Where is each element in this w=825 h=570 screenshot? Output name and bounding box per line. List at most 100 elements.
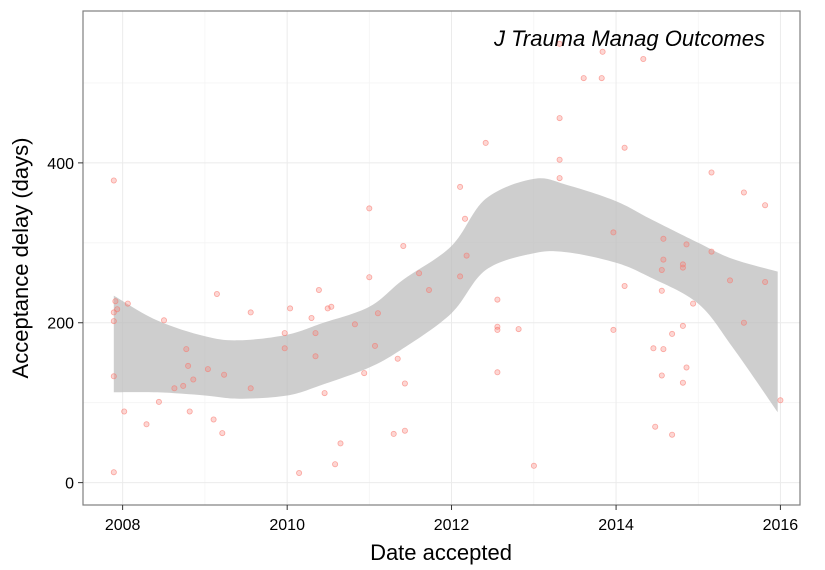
data-point xyxy=(494,323,501,330)
data-point xyxy=(708,169,715,176)
data-point xyxy=(281,345,288,352)
x-tick-label: 2010 xyxy=(269,517,305,534)
data-point xyxy=(110,318,117,325)
data-point xyxy=(658,287,665,294)
data-point xyxy=(296,469,303,476)
data-points xyxy=(110,40,784,476)
data-point xyxy=(186,408,193,415)
data-point xyxy=(400,242,407,249)
data-point xyxy=(315,286,322,293)
data-point xyxy=(361,370,368,377)
y-tick-label: 400 xyxy=(47,156,74,173)
data-point xyxy=(416,270,423,277)
data-point xyxy=(650,345,657,352)
data-point xyxy=(366,274,373,281)
data-point xyxy=(401,380,408,387)
data-point xyxy=(463,252,470,259)
data-point xyxy=(556,115,563,122)
data-point xyxy=(621,282,628,289)
data-point xyxy=(461,215,468,222)
data-point xyxy=(599,48,606,55)
data-point xyxy=(213,290,220,297)
data-point xyxy=(621,144,628,151)
data-point xyxy=(762,278,769,285)
data-point xyxy=(610,229,617,236)
data-point xyxy=(110,373,117,380)
data-point xyxy=(287,305,294,312)
data-point xyxy=(727,277,734,284)
data-point xyxy=(371,342,378,349)
data-point xyxy=(219,430,226,437)
data-point xyxy=(530,462,537,469)
data-point xyxy=(337,440,344,447)
data-point xyxy=(110,177,117,184)
x-axis-title: Date accepted xyxy=(370,540,512,565)
data-point xyxy=(683,241,690,248)
data-point xyxy=(180,382,187,389)
x-tick-label: 2016 xyxy=(763,517,799,534)
data-point xyxy=(160,317,167,324)
data-point xyxy=(690,300,697,307)
data-point xyxy=(598,75,605,82)
data-point xyxy=(457,183,464,190)
data-point xyxy=(312,330,319,337)
data-point xyxy=(679,264,686,271)
data-point xyxy=(112,298,119,305)
data-point xyxy=(332,461,339,468)
data-point xyxy=(556,175,563,182)
data-point xyxy=(190,376,197,383)
data-point xyxy=(660,346,667,353)
data-point xyxy=(556,40,563,47)
plot-panel-border xyxy=(82,10,801,506)
data-point xyxy=(777,397,784,404)
data-point xyxy=(185,362,192,369)
data-point xyxy=(740,189,747,196)
data-point xyxy=(121,408,128,415)
data-point xyxy=(247,309,254,316)
data-point xyxy=(366,205,373,212)
data-point xyxy=(482,139,489,146)
data-point xyxy=(143,421,150,428)
data-point xyxy=(321,390,328,397)
data-point xyxy=(640,56,647,63)
data-point xyxy=(679,322,686,329)
data-point xyxy=(247,385,254,392)
data-point xyxy=(762,202,769,209)
data-point xyxy=(669,431,676,438)
data-point xyxy=(708,248,715,255)
data-point xyxy=(110,469,117,476)
data-point xyxy=(683,364,690,371)
y-tick-label: 200 xyxy=(47,316,74,333)
data-point xyxy=(494,296,501,303)
data-point xyxy=(124,300,131,307)
data-point xyxy=(221,371,228,378)
y-tick-label: 0 xyxy=(65,476,74,493)
confidence-ribbon xyxy=(113,178,778,413)
data-point xyxy=(328,303,335,310)
data-point xyxy=(281,330,288,337)
data-point xyxy=(658,372,665,379)
data-point xyxy=(390,430,397,437)
x-tick-label: 2014 xyxy=(598,517,634,534)
data-point xyxy=(210,416,217,423)
data-point xyxy=(494,326,501,333)
data-point xyxy=(679,261,686,268)
data-point xyxy=(660,256,667,263)
data-point xyxy=(556,156,563,163)
data-point xyxy=(401,427,408,434)
data-point xyxy=(425,286,432,293)
data-point xyxy=(308,314,315,321)
data-point xyxy=(658,266,665,273)
data-point xyxy=(374,310,381,317)
data-point xyxy=(204,366,211,373)
data-point xyxy=(669,330,676,337)
data-point xyxy=(171,385,178,392)
journal-annotation: J Trauma Manag Outcomes xyxy=(493,26,765,51)
data-point xyxy=(652,423,659,430)
smooth-band xyxy=(113,178,778,413)
data-point xyxy=(660,235,667,242)
x-tick-label: 2012 xyxy=(434,517,470,534)
data-point xyxy=(740,319,747,326)
data-point xyxy=(394,355,401,362)
